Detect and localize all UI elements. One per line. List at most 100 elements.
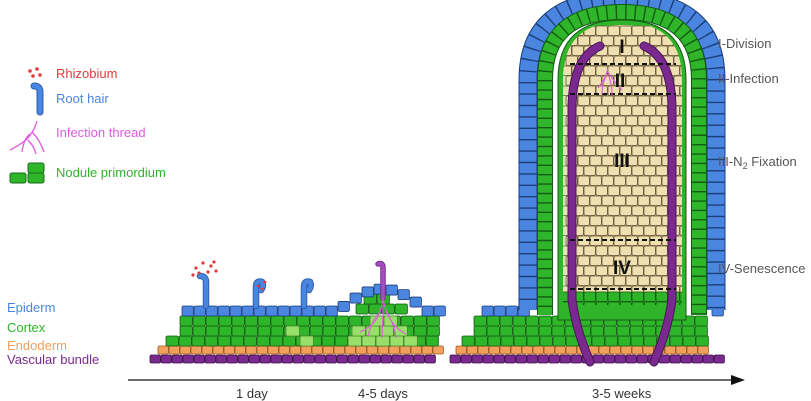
- tissue-cell: [619, 225, 632, 236]
- zone-1-numeral: I: [619, 37, 624, 58]
- cortex-label: Cortex: [7, 320, 46, 335]
- root-section-early: [149, 260, 446, 364]
- tissue-cell: [625, 75, 638, 86]
- tissue-cell: [282, 335, 296, 347]
- tissue-cell: [619, 265, 632, 276]
- tissue-cell: [361, 335, 376, 347]
- zone-1-label: I-Division: [718, 36, 771, 51]
- tissue-cell: [595, 125, 608, 136]
- tissue-cell: [551, 325, 565, 337]
- tissue-cell: [601, 175, 614, 186]
- tissue-cell: [583, 205, 596, 216]
- tissue-cell: [425, 335, 439, 347]
- tissue-cell: [631, 125, 644, 136]
- tissue-cell: [525, 315, 539, 327]
- tissue-cell: [538, 325, 552, 337]
- tissue-cell: [481, 305, 494, 317]
- tissue-cell: [631, 225, 644, 236]
- tissue-cell: [500, 335, 514, 347]
- tissue-cell: [631, 301, 644, 305]
- tissue-cell: [515, 354, 527, 364]
- tissue-cell: [257, 315, 271, 327]
- tissue-cell: [589, 195, 602, 206]
- tissue-cell: [299, 335, 314, 347]
- tissue-cell: [637, 215, 650, 226]
- tissue-cell: [595, 185, 608, 196]
- tissue-cell: [629, 325, 643, 337]
- tissue-cell: [313, 305, 326, 317]
- tissue-cell: [179, 315, 193, 327]
- infection-thread-icon: [9, 120, 45, 155]
- tissue-cell: [649, 95, 662, 106]
- epiderm-label: Epiderm: [7, 300, 55, 315]
- tissue-cell: [165, 335, 179, 347]
- tissue-cell: [322, 345, 334, 355]
- tissue-cell: [283, 315, 297, 327]
- tissue-cell: [601, 155, 614, 166]
- tissue-cell: [336, 354, 348, 364]
- tissue-cell: [234, 345, 246, 355]
- tissue-cell: [410, 345, 422, 355]
- tissue-cell: [702, 354, 714, 364]
- tissue-cell: [655, 185, 668, 196]
- tissue-cell: [381, 303, 395, 315]
- tissue-cell: [543, 345, 555, 355]
- tissue-cell: [391, 354, 403, 364]
- tissue-cell: [577, 95, 590, 106]
- tissue-cell: [335, 315, 349, 327]
- tissue-cell: [616, 325, 630, 337]
- tissue-cell: [589, 75, 602, 86]
- tissue-cell: [590, 325, 604, 337]
- tissue-cell: [245, 345, 257, 355]
- tissue-cell: [601, 35, 614, 46]
- tissue-cell: [589, 215, 602, 226]
- tissue-cell: [619, 45, 632, 56]
- tissue-cell: [157, 345, 169, 355]
- tissue-cell: [649, 155, 662, 166]
- tissue-cell: [499, 325, 513, 337]
- tissue-cell: [601, 255, 614, 266]
- tissue-cell: [681, 325, 695, 337]
- tissue-cell: [488, 345, 500, 355]
- tissue-cell: [679, 85, 682, 96]
- zone-3-numeral: III: [614, 151, 630, 172]
- tissue-cell: [679, 145, 682, 156]
- tissue-cell: [191, 335, 205, 347]
- tissue-cell: [637, 155, 650, 166]
- tissue-cell: [655, 125, 668, 136]
- tissue-cell: [231, 325, 245, 337]
- tissue-cell: [583, 65, 596, 76]
- tissue-cell: [595, 291, 608, 302]
- tissue-cell: [409, 296, 422, 308]
- tissue-cell: [613, 135, 626, 146]
- rhizobia-cluster: [191, 260, 267, 291]
- tissue-cell: [455, 345, 467, 355]
- tissue-cell: [694, 325, 708, 337]
- nodule-infection-thread: [597, 67, 623, 96]
- tissue-cell: [625, 115, 638, 126]
- tissue-cell: [631, 25, 644, 36]
- tissue-cell: [631, 145, 644, 156]
- tissue-cell: [513, 335, 527, 347]
- tissue-cell: [493, 354, 505, 364]
- tissue-cell: [403, 335, 418, 347]
- tissue-cell: [577, 35, 590, 46]
- tissue-cell: [537, 354, 549, 364]
- legend: Rhizobium Root hair Infection thread Nod…: [9, 66, 166, 184]
- tissue-cell: [631, 165, 644, 176]
- tissue-cell: [217, 335, 231, 347]
- tissue-cell: [631, 245, 644, 256]
- tissue-cell: [583, 125, 596, 136]
- timeline: 1 day 4-5 days 3-5 weeks: [128, 375, 745, 401]
- tissue-labels: Epiderm Cortex Endoderm Vascular bundle: [7, 300, 99, 367]
- tissue-cell: [637, 115, 650, 126]
- tissue-cell: [643, 105, 656, 116]
- tissue-cell: [643, 145, 656, 156]
- tissue-cell: [577, 175, 590, 186]
- tissue-cell: [643, 291, 656, 302]
- tissue-cell: [300, 345, 312, 355]
- tissue-cell: [625, 35, 638, 46]
- tissue-cell: [697, 345, 709, 355]
- tissue-cell: [361, 286, 374, 298]
- tissue-cell: [679, 285, 682, 296]
